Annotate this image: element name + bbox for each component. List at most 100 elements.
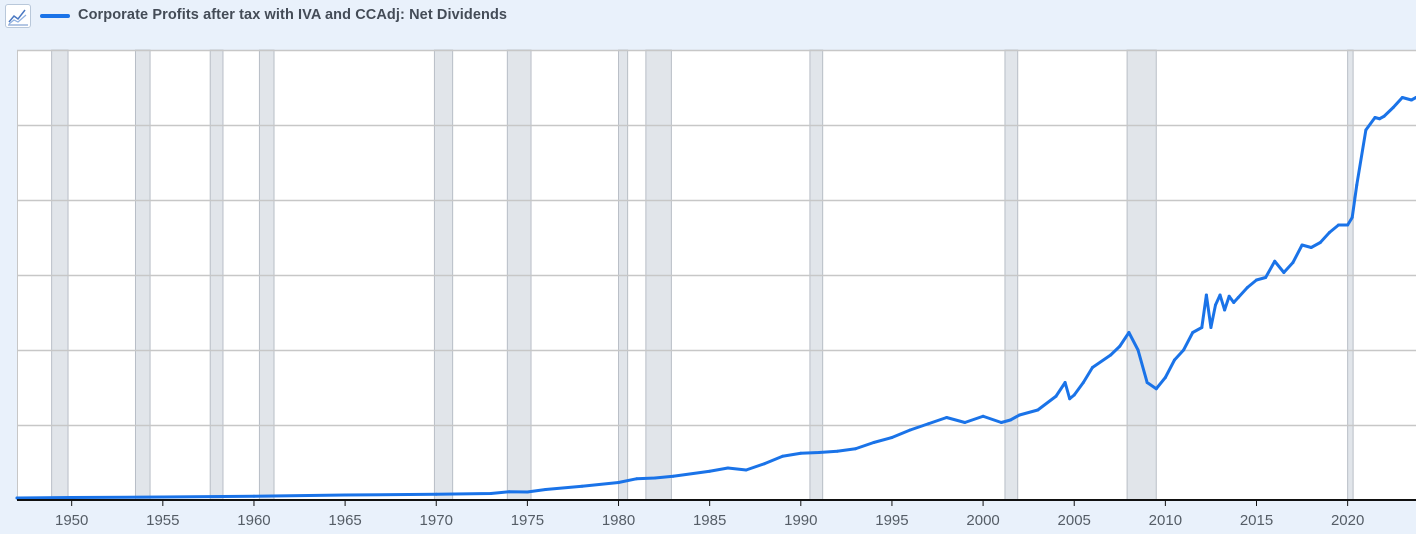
data-point xyxy=(981,414,985,418)
data-point xyxy=(817,451,821,454)
data-point xyxy=(1378,117,1382,121)
data-point xyxy=(1273,259,1277,263)
data-point xyxy=(1291,261,1295,264)
data-point xyxy=(1036,408,1040,412)
x-tick-label: 1980 xyxy=(602,512,635,529)
data-point xyxy=(1309,246,1313,249)
data-point xyxy=(762,462,766,466)
data-point xyxy=(1204,293,1208,297)
data-point xyxy=(1382,114,1386,118)
data-point xyxy=(1391,106,1395,109)
data-point xyxy=(1072,393,1076,397)
x-tick-label: 2020 xyxy=(1331,512,1364,529)
data-point xyxy=(945,416,949,419)
data-point xyxy=(1213,303,1217,307)
data-point xyxy=(617,481,621,484)
data-point xyxy=(1063,381,1067,384)
data-point xyxy=(1008,418,1012,422)
data-point xyxy=(1373,116,1377,119)
data-point xyxy=(1090,366,1094,369)
line-chart-icon[interactable] xyxy=(5,4,31,28)
data-point xyxy=(544,488,548,491)
data-point xyxy=(15,496,19,500)
data-point xyxy=(1264,276,1268,279)
data-point xyxy=(343,493,347,497)
data-point xyxy=(1127,331,1131,334)
x-tick-label: 1975 xyxy=(511,512,544,529)
x-tick-label: 1970 xyxy=(420,512,453,529)
x-tick-label: 1995 xyxy=(875,512,908,529)
x-tick-label: 1960 xyxy=(237,512,270,529)
data-point xyxy=(999,421,1003,424)
data-point xyxy=(1191,331,1195,334)
x-tick-label: 1990 xyxy=(784,512,817,529)
data-point xyxy=(1346,223,1350,227)
x-tick-label: 2000 xyxy=(966,512,999,529)
data-point xyxy=(580,484,584,488)
data-point xyxy=(1350,216,1354,219)
data-point xyxy=(525,490,529,494)
line-chart-icon-graphic xyxy=(8,9,28,26)
x-tick-label: 1985 xyxy=(693,512,726,529)
data-point xyxy=(1232,301,1236,304)
data-point xyxy=(853,447,857,451)
data-point xyxy=(708,469,712,473)
data-point xyxy=(1409,98,1413,102)
x-axis-ticks: 1950 1955 1960 1965 1970 1975 1980 1985 1990 1995… xyxy=(55,500,1364,529)
series-layer xyxy=(15,96,1416,500)
legend-series-label: Corporate Profits after tax with IVA and… xyxy=(78,7,508,23)
data-point xyxy=(1172,358,1176,362)
data-point xyxy=(1282,271,1286,274)
data-point xyxy=(890,436,894,439)
data-point xyxy=(835,449,839,453)
data-point xyxy=(1400,96,1404,99)
data-point xyxy=(1109,353,1113,357)
data-point xyxy=(926,422,930,426)
data-point xyxy=(1245,286,1249,289)
x-tick-label: 1950 xyxy=(55,512,88,529)
data-point xyxy=(671,474,675,478)
x-tick-label: 1965 xyxy=(328,512,361,529)
data-point xyxy=(1318,241,1322,244)
data-point xyxy=(635,477,639,481)
data-point xyxy=(744,468,748,472)
data-point xyxy=(1223,308,1227,312)
data-point xyxy=(1145,381,1149,384)
data-point xyxy=(1327,231,1331,234)
data-point xyxy=(726,466,730,470)
data-point xyxy=(1236,296,1240,299)
x-tick-label: 2010 xyxy=(1149,512,1182,529)
data-point xyxy=(799,451,803,455)
data-point xyxy=(1337,223,1341,227)
data-point xyxy=(1054,394,1058,398)
data-point xyxy=(1300,243,1304,247)
data-point xyxy=(1118,344,1122,348)
data-point xyxy=(1018,413,1022,417)
data-point xyxy=(507,490,511,494)
y-gridlines xyxy=(17,49,1416,427)
data-point xyxy=(252,494,256,498)
data-point xyxy=(1136,348,1140,352)
legend-series-swatch xyxy=(40,14,70,18)
data-point xyxy=(963,421,967,424)
data-point xyxy=(1218,293,1222,297)
x-tick-label: 2015 xyxy=(1240,512,1273,529)
data-point xyxy=(1209,326,1213,329)
data-point xyxy=(1364,128,1368,132)
data-point xyxy=(1200,326,1204,329)
data-point xyxy=(434,492,438,496)
data-point xyxy=(908,428,912,432)
data-point xyxy=(1154,387,1158,391)
series-line xyxy=(15,96,1416,500)
data-point xyxy=(1068,397,1072,401)
data-point xyxy=(1255,278,1259,282)
data-point xyxy=(489,492,493,495)
data-point xyxy=(872,441,876,444)
legend: Corporate Profits after tax with IVA and… xyxy=(0,0,1416,34)
data-point xyxy=(1081,381,1085,384)
x-tick-label: 2005 xyxy=(1058,512,1091,529)
data-point xyxy=(1163,376,1167,379)
data-point xyxy=(70,496,74,499)
